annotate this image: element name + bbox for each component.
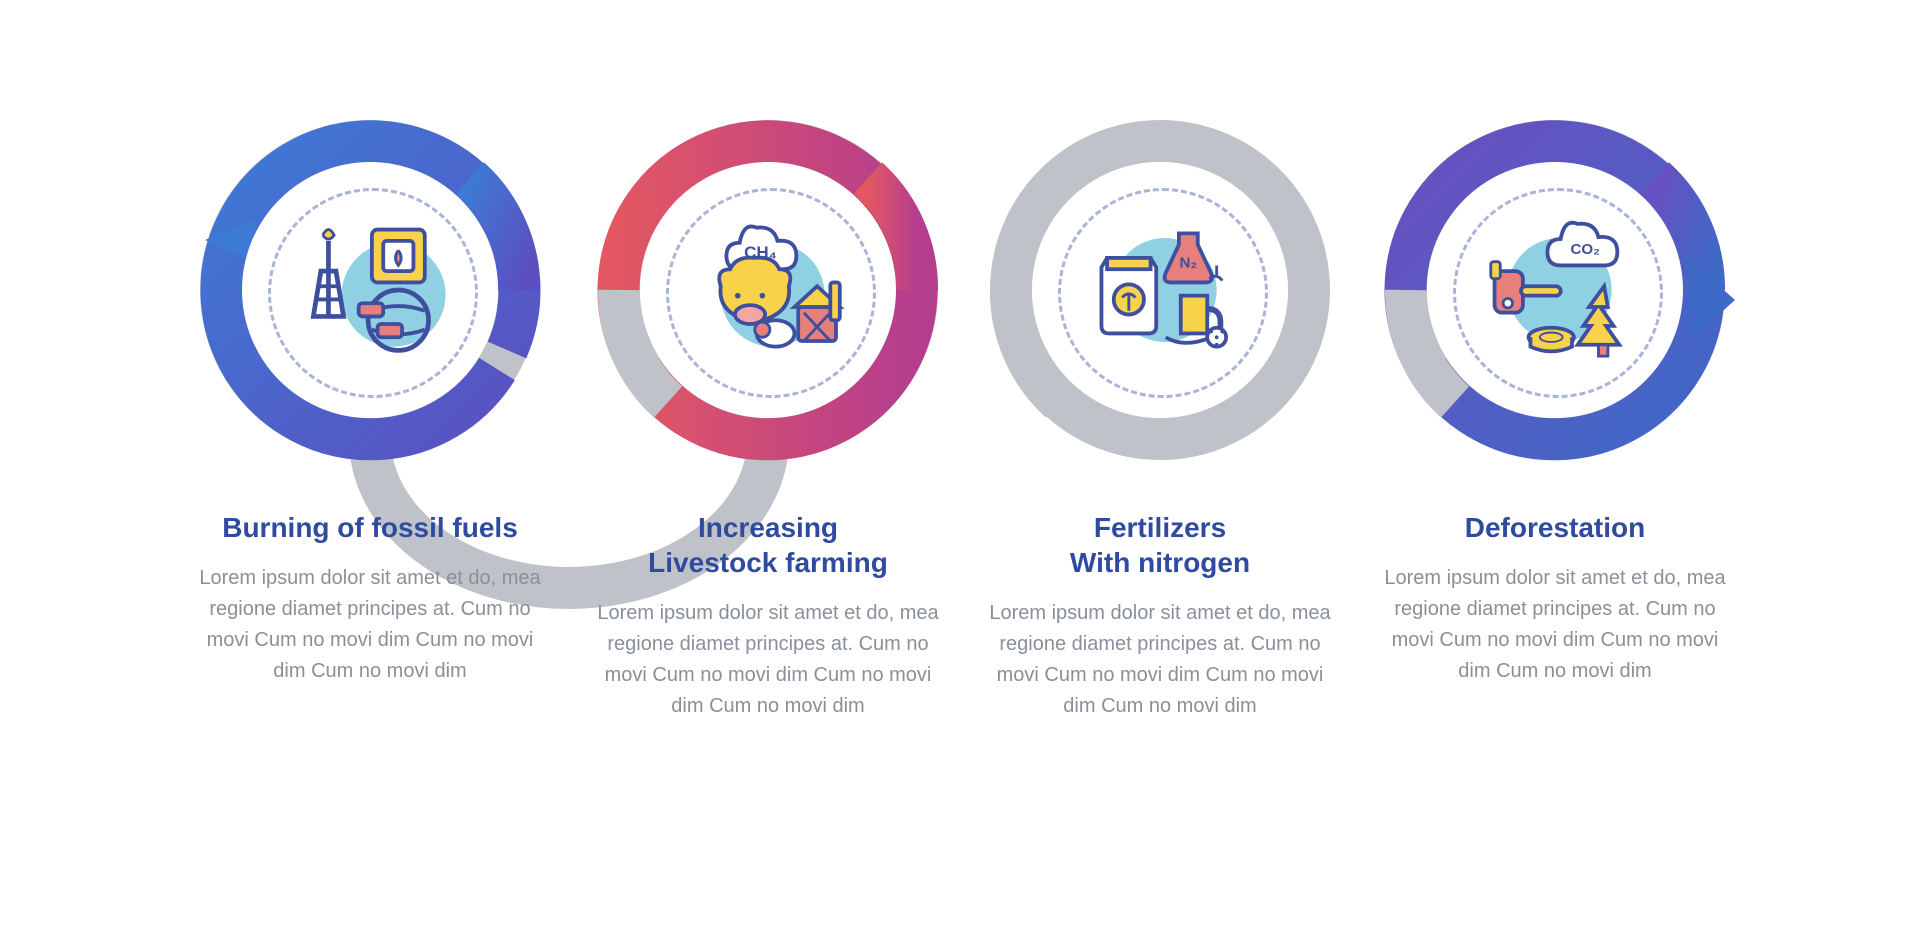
text-col-1: Increasing Livestock farming Lorem ipsum… <box>588 510 948 722</box>
svg-text:CO₂: CO₂ <box>1571 241 1600 258</box>
text-col-0: Burning of fossil fuels Lorem ipsum dolo… <box>190 510 550 687</box>
livestock-icon: CH₄ <box>676 198 860 382</box>
text-col-3: Deforestation Lorem ipsum dolor sit amet… <box>1375 510 1735 687</box>
title-3: Deforestation <box>1375 510 1735 545</box>
circle-3: CO₂ <box>1385 120 1725 460</box>
body-2: Lorem ipsum dolor sit amet et do, mea re… <box>980 598 1340 722</box>
circle-0 <box>200 120 540 460</box>
title-1: Increasing Livestock farming <box>588 510 948 580</box>
body-0: Lorem ipsum dolor sit amet et do, mea re… <box>190 563 550 687</box>
infographic-stage: CH₄ <box>0 0 1920 936</box>
deforestation-icon: CO₂ <box>1463 198 1647 382</box>
text-col-2: Fertilizers With nitrogen Lorem ipsum do… <box>980 510 1340 722</box>
title-0: Burning of fossil fuels <box>190 510 550 545</box>
body-3: Lorem ipsum dolor sit amet et do, mea re… <box>1375 563 1735 687</box>
circle-2: N₂ <box>990 120 1330 460</box>
svg-text:N₂: N₂ <box>1180 254 1198 271</box>
fossil-fuels-icon <box>278 198 462 382</box>
title-2: Fertilizers With nitrogen <box>980 510 1340 580</box>
fertilizer-icon: N₂ <box>1068 198 1252 382</box>
circle-1: CH₄ <box>598 120 938 460</box>
body-1: Lorem ipsum dolor sit amet et do, mea re… <box>588 598 948 722</box>
